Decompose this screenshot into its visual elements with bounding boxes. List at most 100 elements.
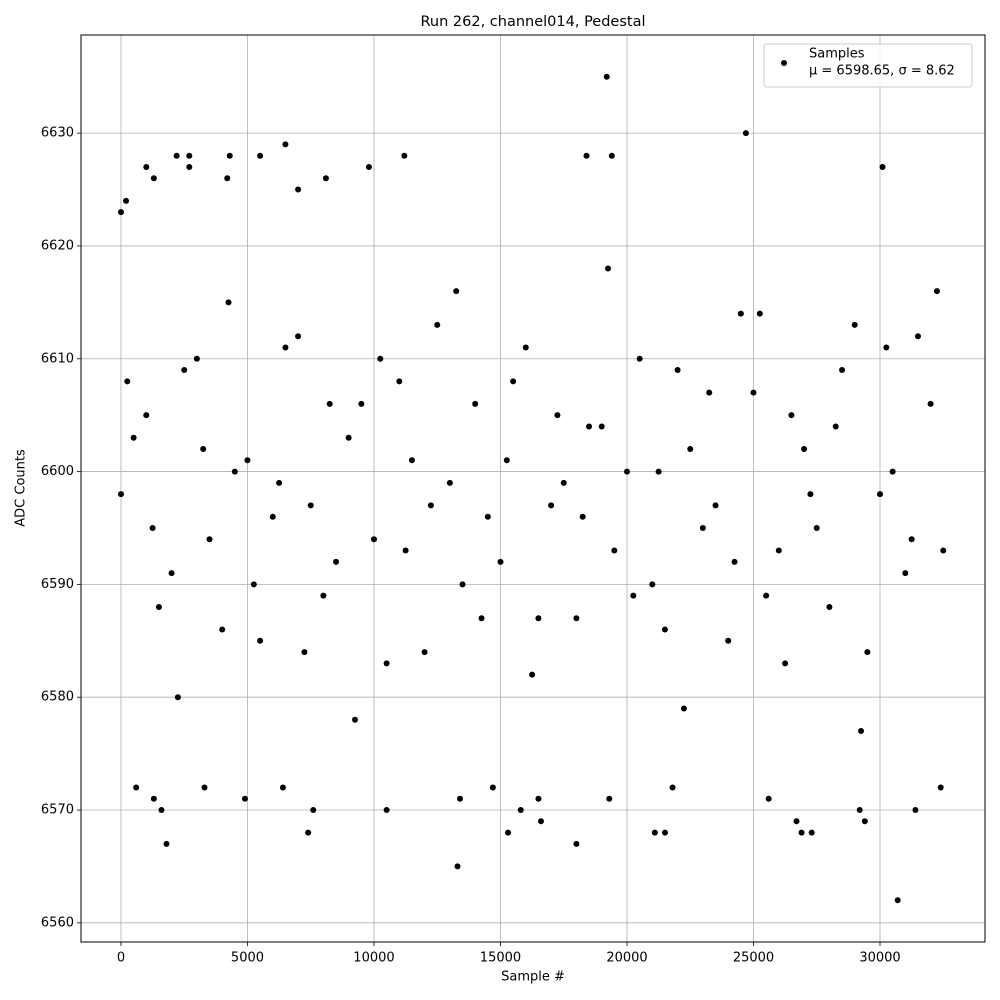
legend-marker (781, 60, 787, 66)
point (143, 412, 150, 419)
point (206, 536, 213, 543)
point (603, 73, 610, 80)
point (894, 897, 901, 904)
point (583, 152, 590, 159)
point (877, 491, 884, 498)
point (150, 795, 157, 802)
point (402, 547, 409, 554)
point (793, 818, 800, 825)
point (731, 558, 738, 565)
point (295, 333, 302, 340)
point (124, 378, 131, 385)
point (193, 355, 200, 362)
y-tick-label: 6590 (41, 577, 74, 592)
legend-box (763, 43, 973, 88)
point (186, 152, 193, 159)
x-tick-label: 30000 (859, 951, 900, 966)
point (573, 615, 580, 622)
x-tick-label: 25000 (733, 951, 774, 966)
point (446, 479, 453, 486)
point (775, 547, 782, 554)
point (669, 784, 676, 791)
point (611, 547, 618, 554)
point (352, 716, 359, 723)
point (535, 795, 542, 802)
point (636, 355, 643, 362)
x-tick-label: 10000 (353, 951, 394, 966)
point (200, 446, 207, 453)
point (737, 310, 744, 317)
point (933, 288, 940, 295)
point (282, 344, 289, 351)
point (186, 163, 193, 170)
point (158, 807, 165, 814)
point (301, 649, 308, 656)
point (181, 367, 188, 374)
point (173, 152, 180, 159)
point (908, 536, 915, 543)
point (573, 840, 580, 847)
point (608, 152, 615, 159)
point (763, 592, 770, 599)
point (579, 513, 586, 520)
point (241, 795, 248, 802)
point (927, 400, 934, 407)
point (149, 524, 156, 531)
point (651, 829, 658, 836)
point (459, 581, 466, 588)
point (503, 457, 510, 464)
point (505, 829, 512, 836)
point (782, 660, 789, 667)
point (225, 299, 232, 306)
point (484, 513, 491, 520)
point (879, 163, 886, 170)
point (832, 423, 839, 430)
point (377, 355, 384, 362)
point (706, 389, 713, 396)
point (674, 367, 681, 374)
legend-label: Samples (809, 47, 865, 62)
point (322, 175, 329, 182)
point (851, 321, 858, 328)
point (630, 592, 637, 599)
point (244, 457, 251, 464)
point (365, 163, 372, 170)
point (168, 570, 175, 577)
point (937, 784, 944, 791)
point (478, 615, 485, 622)
point (453, 288, 460, 295)
point (649, 581, 656, 588)
point (497, 558, 504, 565)
point (276, 479, 283, 486)
point (725, 637, 732, 644)
point (307, 502, 314, 509)
point (150, 175, 157, 182)
point (472, 400, 479, 407)
point (535, 615, 542, 622)
point (226, 152, 233, 159)
point (661, 829, 668, 836)
point (257, 152, 264, 159)
point (257, 637, 264, 644)
point (279, 784, 286, 791)
point (889, 468, 896, 475)
point (750, 389, 757, 396)
point (914, 333, 921, 340)
point (605, 265, 612, 272)
point (883, 344, 890, 351)
point (517, 807, 524, 814)
point (133, 784, 140, 791)
point (661, 626, 668, 633)
x-tick-label: 20000 (606, 951, 647, 966)
y-axis-label: ADC Counts (14, 449, 29, 527)
x-tick-label: 0 (117, 951, 125, 966)
point (807, 491, 814, 498)
point (699, 524, 706, 531)
point (623, 468, 630, 475)
y-tick-label: 6630 (41, 126, 74, 141)
point (598, 423, 605, 430)
point (434, 321, 441, 328)
point (765, 795, 772, 802)
point (219, 626, 226, 633)
point (320, 592, 327, 599)
